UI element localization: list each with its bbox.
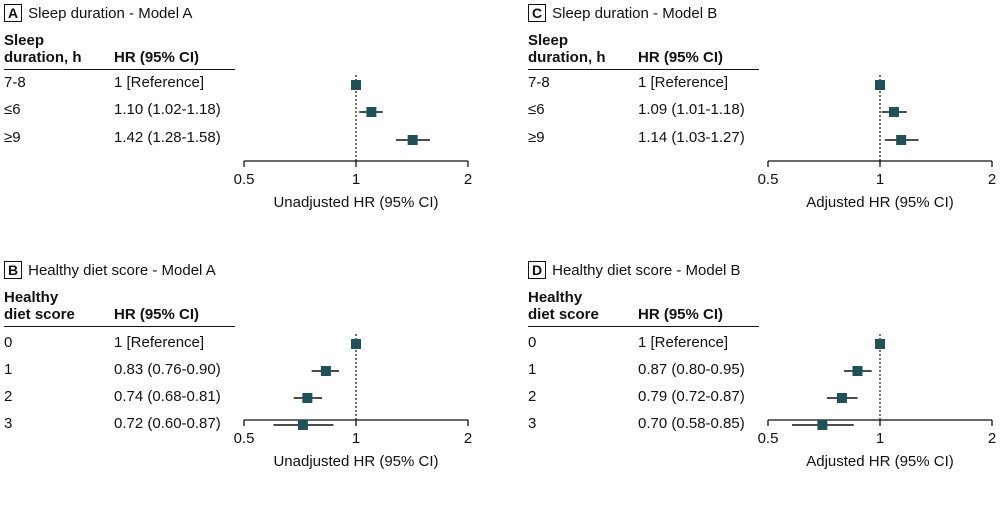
panel-title-text: Healthy diet score - Model B xyxy=(552,261,741,279)
x-tick-label: 1 xyxy=(352,171,360,188)
hr-marker xyxy=(852,366,863,376)
row-hr-text: 1 [Reference] xyxy=(638,74,729,91)
row-hr-text: 0.74 (0.68-0.81) xyxy=(114,388,221,405)
x-tick-label: 1 xyxy=(352,430,360,447)
variable-header: Healthy diet score xyxy=(528,289,599,323)
hr-marker xyxy=(320,366,331,376)
x-tick-label: 2 xyxy=(464,430,472,447)
hr-marker xyxy=(888,107,899,117)
row-hr-text: 0.70 (0.58-0.85) xyxy=(638,415,745,432)
variable-header-line-1: Healthy xyxy=(4,289,59,306)
hr-marker xyxy=(836,393,847,403)
row-hr-text: 1 [Reference] xyxy=(114,74,205,91)
panel-title-text: Sleep duration - Model B xyxy=(552,4,718,22)
hr-marker xyxy=(407,135,418,145)
row-label: 1 xyxy=(528,361,537,378)
row-hr-text: 0.87 (0.80-0.95) xyxy=(638,361,745,378)
row-hr-text: 1.10 (1.02-1.18) xyxy=(114,101,221,118)
panel-title: D Healthy diet score - Model B xyxy=(528,261,741,279)
panel-a: A Sleep duration - Model A Sleep duratio… xyxy=(0,0,500,250)
hr-header: HR (95% CI) xyxy=(638,306,724,323)
variable-header-line-1: Sleep xyxy=(4,32,45,49)
panel-title: A Sleep duration - Model A xyxy=(4,4,192,22)
x-axis-label: Adjusted HR (95% CI) xyxy=(806,453,954,470)
variable-header-line-1: Sleep xyxy=(528,32,569,49)
row-hr-text: 0.79 (0.72-0.87) xyxy=(638,388,745,405)
x-tick-label: 1 xyxy=(876,430,884,447)
x-axis-label: Unadjusted HR (95% CI) xyxy=(273,194,438,211)
forest-plot: 0.5 1 2 Unadjusted HR (95% CI) xyxy=(234,334,472,470)
row-label: 0 xyxy=(528,334,537,351)
row-label: 2 xyxy=(528,388,537,405)
panel-d: D Healthy diet score - Model B Healthy d… xyxy=(524,257,1000,507)
variable-header-line-2: diet score xyxy=(528,306,599,323)
hr-marker xyxy=(302,393,313,403)
variable-header: Sleep duration, h xyxy=(528,32,606,66)
hr-marker xyxy=(875,339,885,349)
hr-marker xyxy=(351,80,361,90)
x-axis-label: Unadjusted HR (95% CI) xyxy=(273,453,438,470)
variable-header: Healthy diet score xyxy=(4,289,75,323)
x-axis-label: Adjusted HR (95% CI) xyxy=(806,194,954,211)
row-label: 7-8 xyxy=(528,74,550,91)
row-label: 0 xyxy=(4,334,13,351)
variable-header-line-2: duration, h xyxy=(4,49,82,66)
x-tick-label: 1 xyxy=(876,171,884,188)
hr-marker xyxy=(351,339,361,349)
x-tick-label: 2 xyxy=(988,430,996,447)
row-hr-text: 1 [Reference] xyxy=(638,334,729,351)
panel-b: B Healthy diet score - Model A Healthy d… xyxy=(0,257,500,507)
panel-c: C Sleep duration - Model B Sleep duratio… xyxy=(524,0,1000,250)
panel-title: B Healthy diet score - Model A xyxy=(4,261,216,279)
variable-header-line-2: duration, h xyxy=(528,49,606,66)
panel-letter: D xyxy=(528,261,547,279)
row-label: ≤6 xyxy=(4,101,21,118)
header-rule xyxy=(4,69,235,70)
row-label: ≤6 xyxy=(528,101,545,118)
row-hr-text: 1 [Reference] xyxy=(114,334,205,351)
panel-letter: C xyxy=(528,4,547,22)
forest-plot: 0.5 1 2 Adjusted HR (95% CI) xyxy=(758,334,996,470)
variable-header-line-2: diet score xyxy=(4,306,75,323)
row-hr-text: 1.42 (1.28-1.58) xyxy=(114,129,221,146)
row-hr-text: 0.72 (0.60-0.87) xyxy=(114,415,221,432)
row-label: 1 xyxy=(4,361,13,378)
hr-marker xyxy=(366,107,377,117)
hr-marker xyxy=(875,80,885,90)
variable-header: Sleep duration, h xyxy=(4,32,82,66)
forest-plot: 0.5 1 2 Unadjusted HR (95% CI) xyxy=(234,75,472,211)
row-label: 7-8 xyxy=(4,74,26,91)
hr-header: HR (95% CI) xyxy=(114,49,200,66)
hr-marker xyxy=(817,420,828,430)
x-tick-label: 2 xyxy=(988,171,996,188)
row-label: ≥9 xyxy=(528,129,545,146)
hr-marker xyxy=(896,135,907,145)
hr-header: HR (95% CI) xyxy=(638,49,724,66)
x-tick-label: 0.5 xyxy=(758,171,779,188)
panel-letter: A xyxy=(4,4,23,22)
row-hr-text: 1.09 (1.01-1.18) xyxy=(638,101,745,118)
x-tick-label: 0.5 xyxy=(234,171,255,188)
row-label: ≥9 xyxy=(4,129,21,146)
panel-title-text: Healthy diet score - Model A xyxy=(28,261,216,279)
row-hr-text: 0.83 (0.76-0.90) xyxy=(114,361,221,378)
header-rule xyxy=(4,326,235,327)
panel-title: C Sleep duration - Model B xyxy=(528,4,717,22)
panel-title-text: Sleep duration - Model A xyxy=(28,4,193,22)
x-tick-label: 2 xyxy=(464,171,472,188)
hr-header: HR (95% CI) xyxy=(114,306,200,323)
panel-letter: B xyxy=(4,261,23,279)
x-tick-label: 0.5 xyxy=(234,430,255,447)
forest-plot: 0.5 1 2 Adjusted HR (95% CI) xyxy=(758,75,996,211)
hr-marker xyxy=(297,420,308,430)
row-label: 3 xyxy=(528,415,537,432)
variable-header-line-1: Healthy xyxy=(528,289,583,306)
x-tick-label: 0.5 xyxy=(758,430,779,447)
row-label: 3 xyxy=(4,415,13,432)
header-rule xyxy=(528,69,759,70)
row-hr-text: 1.14 (1.03-1.27) xyxy=(638,129,745,146)
header-rule xyxy=(528,326,759,327)
row-label: 2 xyxy=(4,388,13,405)
